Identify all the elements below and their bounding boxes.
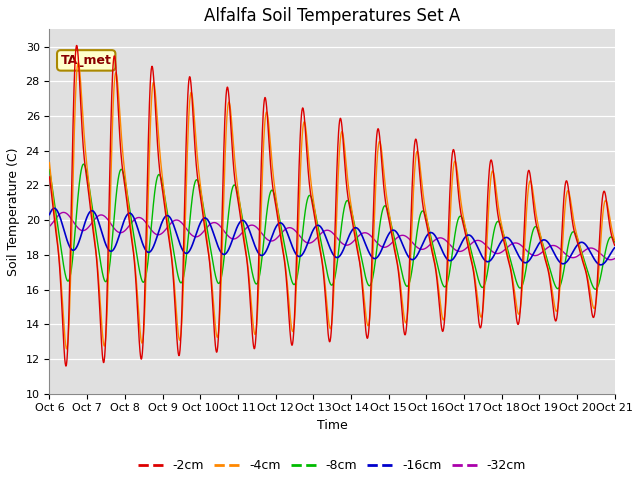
Legend: -2cm, -4cm, -8cm, -16cm, -32cm: -2cm, -4cm, -8cm, -16cm, -32cm — [133, 455, 531, 478]
Title: Alfalfa Soil Temperatures Set A: Alfalfa Soil Temperatures Set A — [204, 7, 460, 25]
Y-axis label: Soil Temperature (C): Soil Temperature (C) — [7, 147, 20, 276]
Text: TA_met: TA_met — [61, 54, 111, 67]
X-axis label: Time: Time — [317, 419, 348, 432]
